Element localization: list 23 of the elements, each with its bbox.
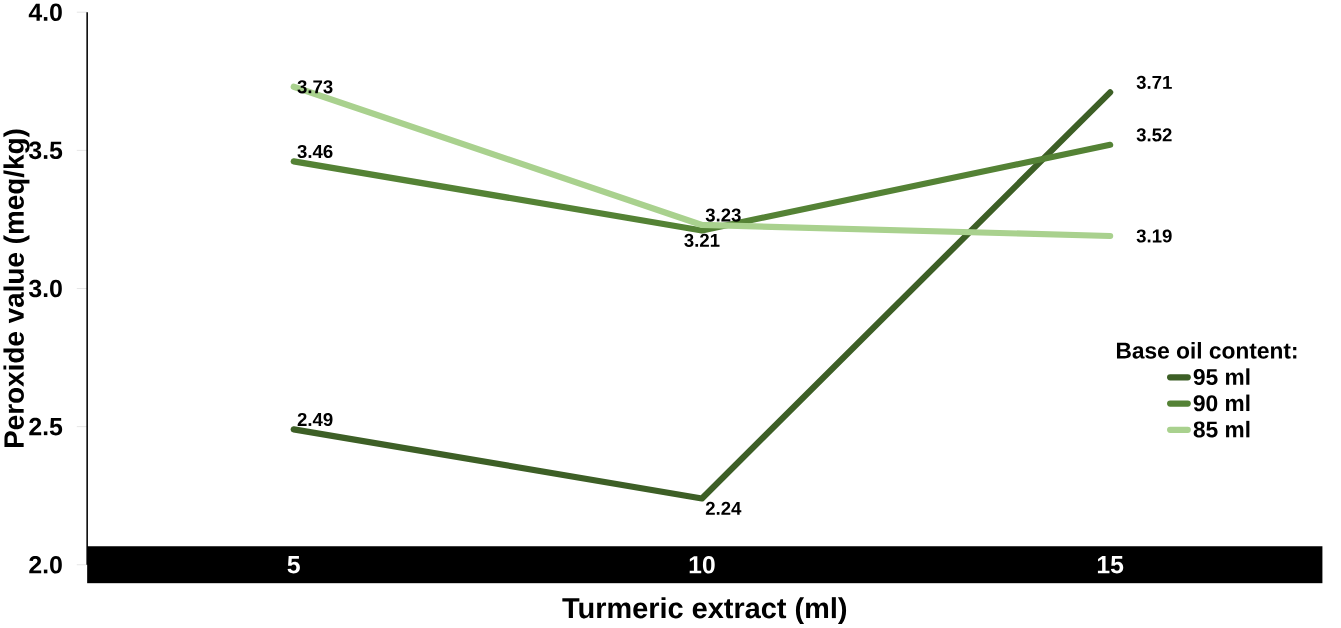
x-axis-title: Turmeric extract (ml)	[562, 597, 847, 625]
data-label: 2.24	[705, 501, 742, 515]
x-tick-label: 10	[689, 556, 715, 574]
x-tick-label: 15	[1097, 556, 1124, 574]
data-label: 2.49	[297, 413, 333, 427]
x-tick-label: 5	[287, 556, 300, 574]
data-label: 3.73	[297, 80, 333, 94]
y-tick-label: 3.0	[28, 279, 62, 298]
y-tick-label: 4.0	[28, 3, 62, 22]
data-label: 3.21	[684, 233, 720, 248]
legend-label: 85 ml	[1193, 421, 1250, 438]
data-label: 3.46	[297, 145, 333, 159]
y-tick-label: 2.5	[29, 418, 63, 436]
legend-title: Base oil content:	[1116, 342, 1297, 359]
data-label: 3.52	[1136, 128, 1172, 142]
y-axis-title: Peroxide value (meq/kg)	[3, 129, 30, 448]
y-tick-label: 3.5	[28, 141, 63, 160]
y-tick-label: 2.0	[29, 556, 62, 574]
legend-label: 95 ml	[1193, 368, 1250, 386]
data-label: 3.19	[1136, 229, 1172, 243]
legend-label: 90 ml	[1193, 394, 1250, 412]
data-label: 3.23	[705, 208, 741, 222]
data-label: 3.71	[1136, 76, 1172, 90]
